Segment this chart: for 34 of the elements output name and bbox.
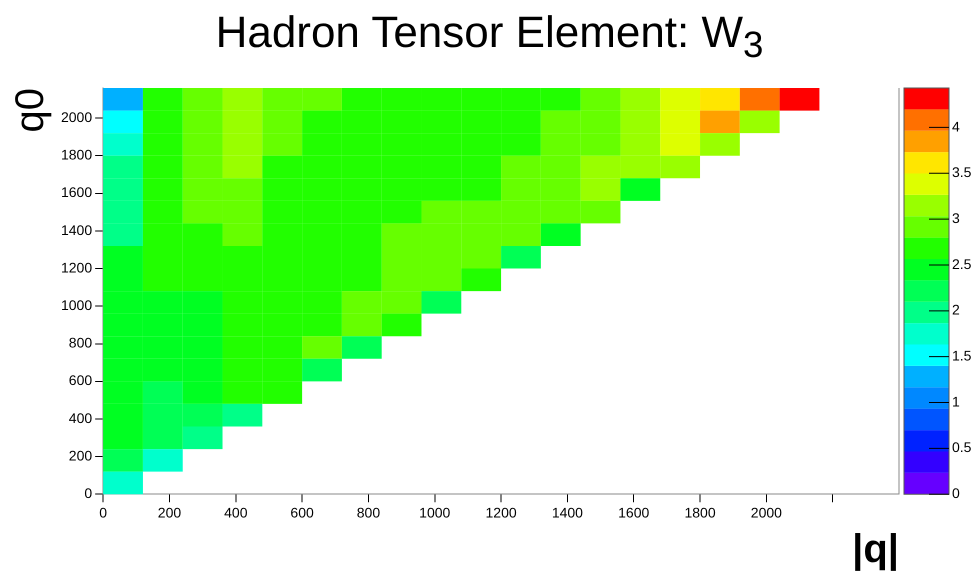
x-axis-title: |q|: [852, 527, 899, 572]
x-tick-label: 800: [356, 504, 380, 520]
x-tick-label: 2000: [750, 504, 782, 520]
color-bar-label: 1: [952, 393, 960, 410]
y-tick-label: 1400: [60, 222, 92, 238]
y-tick-label: 2000: [60, 108, 92, 125]
color-bar-label: 4: [952, 118, 960, 134]
y-tick-label: 1000: [60, 297, 92, 314]
x-tick-label: 1200: [485, 504, 517, 520]
y-tick-label: 400: [68, 410, 92, 426]
y-axis-title: q0: [8, 88, 52, 132]
y-tick-label: 1800: [60, 146, 92, 163]
x-tick-label: 1600: [618, 504, 650, 520]
y-tick-label: 1600: [60, 184, 92, 200]
x-tick-label: 600: [290, 504, 314, 520]
y-tick-label: 600: [68, 372, 92, 388]
color-bar-label: 1.5: [952, 348, 972, 364]
color-bar-label: 0.5: [952, 439, 972, 456]
color-bar-label: 3: [952, 210, 960, 226]
color-bar-label: 2.5: [952, 256, 972, 272]
x-tick-label: 1400: [552, 504, 584, 520]
color-bar-label: 2: [952, 302, 960, 318]
y-tick-label: 800: [68, 334, 92, 351]
y-tick-label: 1200: [60, 259, 92, 276]
x-tick-label: 1000: [419, 504, 451, 520]
chart-title: Hadron Tensor Element: W$_{3}$: [214, 8, 764, 66]
x-tick-label: 1800: [684, 504, 716, 520]
y-tick-label: 200: [68, 447, 92, 464]
x-tick-label: 400: [224, 504, 248, 520]
y-tick-label: 0: [84, 485, 92, 502]
x-tick-label: 200: [158, 504, 182, 520]
x-tick-label: 0: [99, 504, 108, 520]
color-bar-label: 3.5: [952, 164, 972, 180]
color-bar-label: 0: [952, 485, 960, 502]
